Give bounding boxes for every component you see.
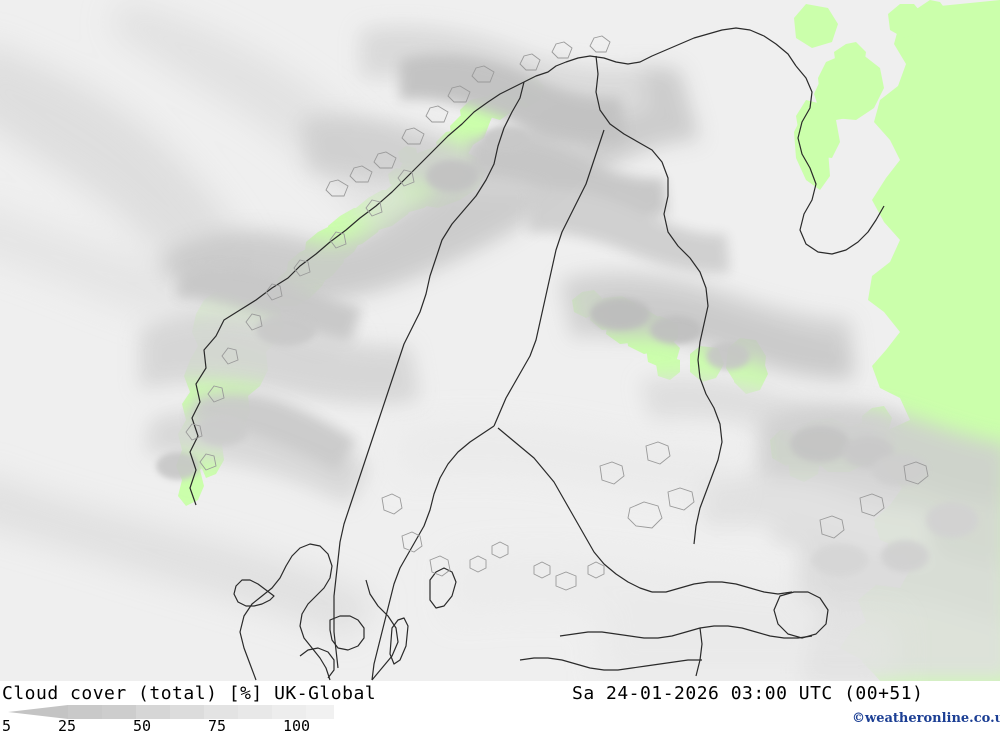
denmark-limfjord	[233, 579, 275, 607]
legend-tick-25: 25	[58, 717, 77, 735]
gulf-of-finland-north	[652, 581, 793, 595]
legend-segment	[238, 705, 272, 719]
gotland-island	[429, 567, 457, 609]
inner-coastline-detail	[185, 35, 929, 591]
norway-sweden-border	[333, 81, 525, 669]
estonia-north-coast	[559, 625, 813, 639]
latvia-coast	[519, 657, 702, 671]
sweden-east-coast	[371, 425, 495, 681]
finland-russia-border	[595, 55, 723, 545]
denmark-jutland	[239, 543, 333, 681]
legend-segment	[136, 705, 170, 719]
legend-tick-5: 5	[2, 717, 12, 735]
legend-low-end-arrow	[8, 705, 68, 719]
white-sea-coast	[795, 65, 885, 255]
legend-segment	[272, 705, 306, 719]
denmark-funen	[299, 647, 335, 679]
weather-map-canvas[interactable]	[0, 0, 1000, 681]
map-footer: Cloud cover (total) [%] UK-Global Sa 24-…	[0, 681, 1000, 735]
sweden-finland-border	[493, 129, 605, 427]
legend-colorbar	[0, 705, 340, 719]
valid-time-label: Sa 24-01-2026 03:00 UTC (00+51)	[572, 683, 924, 704]
coastlines-layer	[189, 27, 885, 681]
cloud-cover-map	[0, 0, 1000, 681]
legend-segment	[204, 705, 238, 719]
legend-segment	[306, 705, 334, 719]
legend-tick-75: 75	[208, 717, 227, 735]
sweden-south	[365, 579, 399, 681]
legend-segment	[68, 705, 102, 719]
legend-tick-labels: 5 25 50 75 100	[0, 717, 360, 735]
legend-tick-100: 100	[283, 717, 311, 735]
legend-tick-50: 50	[133, 717, 152, 735]
lake-ladoga	[773, 591, 829, 639]
cloud-cover-shading	[0, 0, 1000, 681]
legend-segment	[102, 705, 136, 719]
estonia-russia-border	[695, 627, 703, 677]
oland-island	[389, 617, 409, 665]
copyright-label: ©weatheronline.co.uk	[852, 711, 1000, 726]
legend-segment	[170, 705, 204, 719]
norway-west-coast	[189, 81, 525, 506]
map-title: Cloud cover (total) [%] UK-Global	[2, 683, 377, 704]
denmark-zealand	[329, 615, 365, 651]
finland-west-coast	[497, 427, 653, 593]
barents-coast	[523, 27, 797, 83]
